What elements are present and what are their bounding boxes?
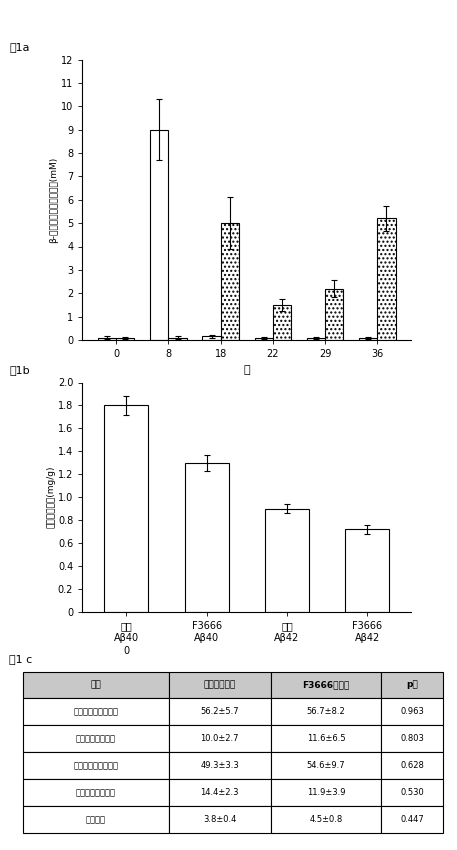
Bar [377,218,396,340]
Bar [307,338,325,340]
Bar [273,305,291,340]
Text: 図1 c: 図1 c [9,654,32,665]
Y-axis label: β-ヒドロキシブチラート(mM): β-ヒドロキシブチラート(mM) [49,156,58,243]
Bar [116,338,134,340]
Bar [104,405,149,612]
Bar [202,337,221,340]
Bar [345,530,389,612]
Bar [150,130,169,340]
Bar [169,337,187,340]
Text: 図1a: 図1a [9,42,30,53]
Bar [255,338,273,340]
Text: 図1b: 図1b [9,366,30,376]
X-axis label: 日: 日 [244,365,250,375]
Bar [185,462,228,612]
Bar [221,224,239,340]
Bar [359,338,377,340]
Bar [325,289,343,340]
Bar [265,508,309,612]
Y-axis label: 総タンパク質(mg/g): 総タンパク質(mg/g) [46,466,55,529]
Bar [98,337,116,340]
